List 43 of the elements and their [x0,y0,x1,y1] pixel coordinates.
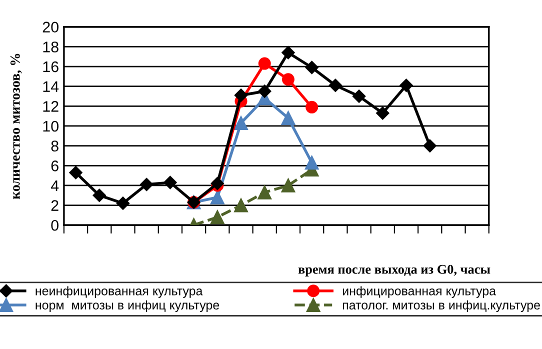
x-axis-title: время после выхода из G0, часы [298,264,490,276]
y-tick-label: 4 [50,180,59,191]
point [282,73,294,86]
y-tick-label: 14 [43,81,59,92]
point [140,178,154,192]
y-tick-label: 12 [43,101,58,112]
point [305,60,318,74]
point [376,106,390,120]
point [281,178,296,192]
point [164,176,177,190]
y-tick-label: 20 [42,22,58,33]
point [306,100,318,114]
y-tick-label: 2 [51,200,58,211]
legend-label: норм митозы в инфиц культуре [36,300,220,312]
point [304,156,319,170]
point [352,90,366,103]
y-tick-label: 0 [51,220,58,231]
point [400,78,413,92]
y-tick-label: 16 [43,61,58,72]
legend-label: инфицированная культура [342,286,496,298]
y-tick-label: 6 [51,160,58,172]
legend-label: неинфицированная культура [36,286,203,298]
point [210,210,224,224]
point [234,198,248,212]
point [210,176,224,190]
y-tick-label: 18 [43,42,58,52]
point [281,111,296,126]
legend-label: патолог. митозы в инфиц.культуре [342,300,540,312]
y-tick-label: 10 [43,120,58,132]
point [282,46,295,60]
point [234,88,248,102]
point [210,190,224,204]
point [258,84,272,98]
point [69,166,82,180]
y-axis-title: количество митозов, % [10,54,22,200]
point [92,188,106,202]
point [328,78,342,92]
point [423,139,436,152]
point [234,116,248,130]
y-tick-label: 8 [51,140,58,152]
point [258,57,271,70]
point [116,196,130,210]
point [258,185,272,200]
